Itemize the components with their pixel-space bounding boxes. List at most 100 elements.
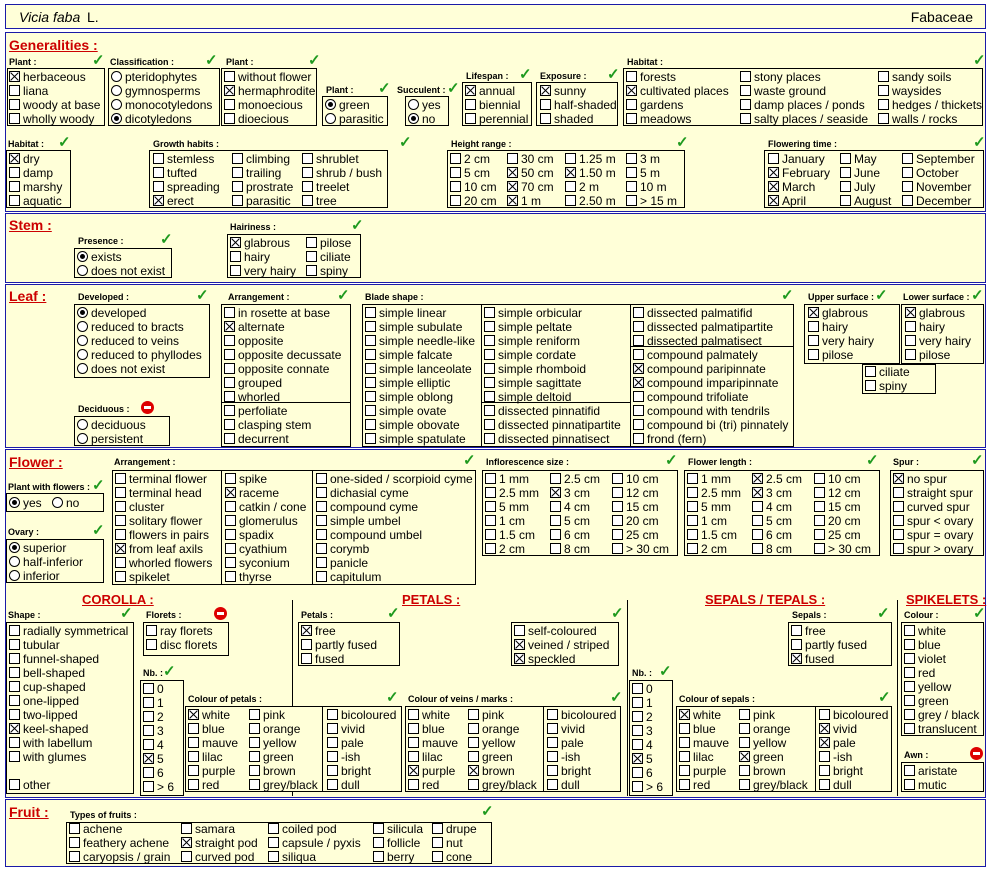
spur-option[interactable]: spur < ovary [893,514,973,528]
checkbox-icon[interactable] [484,363,495,374]
fruit_e-option[interactable]: cone [432,850,472,864]
checkbox-checked-icon[interactable] [791,653,802,664]
blade_a-option[interactable]: simple linear [365,306,446,320]
col_c-option[interactable]: vivid [547,722,585,736]
checkbox-icon[interactable] [365,307,376,318]
growth_b-option[interactable]: prostrate [232,180,293,194]
checkbox-icon[interactable] [633,419,644,430]
checkbox-icon[interactable] [9,99,20,110]
size_b-option[interactable]: 2.5 cm [752,472,802,486]
checkbox-icon[interactable] [268,837,279,848]
flarr_b-option[interactable]: spike [225,472,267,486]
shape-option[interactable]: two-lipped [9,708,78,722]
checkbox-icon[interactable] [365,433,376,444]
checkbox-checked-icon[interactable] [9,723,20,734]
checkbox-icon[interactable] [484,321,495,332]
shape-option[interactable]: one-lipped [9,694,79,708]
checkbox-icon[interactable] [540,113,551,124]
checkbox-icon[interactable] [893,501,904,512]
habitat1c-option[interactable]: walls / rocks [878,112,957,126]
shape-other-option[interactable]: other [9,778,50,792]
checkbox-checked-icon[interactable] [679,709,690,720]
checkbox-icon[interactable] [224,405,235,416]
checkbox-checked-icon[interactable] [905,307,916,318]
checkbox-checked-icon[interactable] [768,167,779,178]
checkbox-icon[interactable] [893,529,904,540]
flarr_b-option[interactable]: raceme [225,486,279,500]
checkbox-icon[interactable] [904,681,915,692]
checkbox-icon[interactable] [904,709,915,720]
shape-option[interactable]: keel-shaped [9,722,88,736]
checkbox-icon[interactable] [450,195,461,206]
checkbox-icon[interactable] [249,779,260,790]
col_b2-option[interactable]: grey/black [468,778,537,792]
blade_c2-option[interactable]: compound bi (tri) pinnately [633,418,788,432]
spk_colour-option[interactable]: green [904,694,949,708]
checkbox-icon[interactable] [840,195,851,206]
blade_b1-option[interactable]: simple rhomboid [484,362,586,376]
checkbox-icon[interactable] [9,195,20,206]
checkbox-icon[interactable] [306,265,317,276]
size_b-option[interactable]: 4 cm [752,500,792,514]
radio-selected-icon[interactable] [408,113,419,124]
nb-option[interactable]: 6 [632,766,653,780]
labellum-option[interactable]: self-coloured [514,624,597,638]
radio-icon[interactable] [77,321,88,332]
radio-selected-icon[interactable] [77,307,88,318]
checkbox-icon[interactable] [224,349,235,360]
month_a-option[interactable]: January [768,152,825,166]
blade_c2-option[interactable]: frond (fern) [633,432,706,446]
size_c-option[interactable]: 25 cm [612,528,659,542]
height_b-option[interactable]: 50 cm [507,166,554,180]
blade_a-option[interactable]: simple falcate [365,348,452,362]
col_b-option[interactable]: yellow [249,736,296,750]
spk_colour-option[interactable]: grey / black [904,708,979,722]
checkbox-icon[interactable] [902,153,913,164]
checkbox-icon[interactable] [514,625,525,636]
checkbox-checked-icon[interactable] [514,653,525,664]
checkbox-checked-icon[interactable] [739,751,750,762]
fruit_b-option[interactable]: straight pod [181,836,258,850]
col_b-option[interactable]: pink [739,708,775,722]
checkbox-icon[interactable] [904,779,915,790]
size_c-option[interactable]: 10 cm [612,472,659,486]
checkbox-icon[interactable] [840,167,851,178]
leaf_arr_a-option[interactable]: opposite connate [224,362,329,376]
habitat1b-option[interactable]: damp places / ponds [740,98,865,112]
month_c-option[interactable]: October [902,166,959,180]
col_b-option[interactable]: grey/black [739,778,808,792]
hair_b-option[interactable]: ciliate [306,250,351,264]
checkbox-icon[interactable] [230,251,241,262]
size_c-option[interactable]: 12 cm [612,486,659,500]
checkbox-icon[interactable] [268,851,279,862]
checkbox-icon[interactable] [679,779,690,790]
radio-icon[interactable] [77,265,88,276]
size_b-option[interactable]: 2.5 cm [550,472,600,486]
col_b-option[interactable]: brown [739,764,786,778]
checkbox-icon[interactable] [878,113,889,124]
checkbox-icon[interactable] [302,167,313,178]
checkbox-icon[interactable] [485,515,496,526]
size_b-option[interactable]: 3 cm [550,486,590,500]
blade_a-option[interactable]: simple ovate [365,404,446,418]
size_a-option[interactable]: 1 cm [687,514,727,528]
checkbox-icon[interactable] [632,767,643,778]
habitat1b-option[interactable]: waste ground [740,84,826,98]
col_a-option[interactable]: blue [188,722,225,736]
radio-icon[interactable] [111,85,122,96]
nb-option[interactable]: > 6 [632,780,663,794]
col_b2-option[interactable]: green [468,750,513,764]
radio-icon[interactable] [77,335,88,346]
checkbox-icon[interactable] [904,653,915,664]
blade_a-option[interactable]: simple elliptic [365,376,450,390]
checkbox-icon[interactable] [143,711,154,722]
leaf_arr_a-option[interactable]: in rosette at base [224,306,330,320]
checkbox-checked-icon[interactable] [540,85,551,96]
upper-option[interactable]: hairy [808,320,848,334]
checkbox-icon[interactable] [408,709,419,720]
checkbox-icon[interactable] [188,751,199,762]
checkbox-icon[interactable] [9,113,20,124]
checkbox-icon[interactable] [327,779,338,790]
pwf-option[interactable]: yes [9,496,42,510]
flarr_a-option[interactable]: from leaf axils [115,542,203,556]
